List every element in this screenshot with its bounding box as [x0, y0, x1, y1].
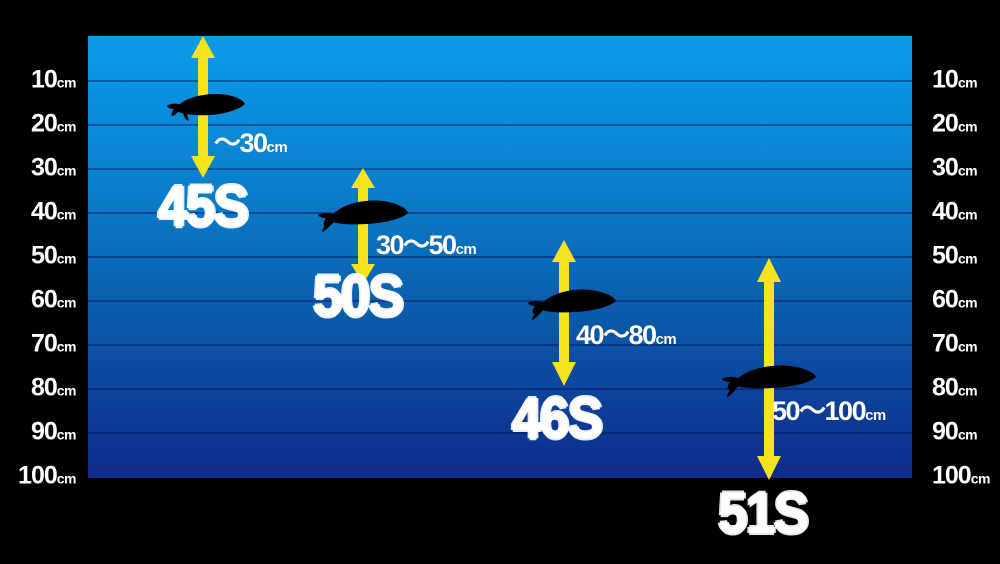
- scale-left-tick-60: 60cm: [30, 285, 77, 314]
- depth-range-label-45s: 〜30cm: [214, 128, 288, 158]
- scale-right-tick-30: 30cm: [932, 153, 978, 182]
- scale-right-tick-10: 10cm: [932, 65, 978, 94]
- scale-right-tick-70: 70cm: [932, 329, 978, 358]
- depth-scale-left: 10cm 20cm 30cm 40cm 50cm 60cm 70cm 80cm …: [0, 36, 88, 488]
- depth-range-label-51s: 50〜100cm: [772, 396, 886, 426]
- depth-range-label-46s: 40〜80cm: [576, 320, 677, 350]
- scale-right-tick-80: 80cm: [932, 373, 978, 402]
- scale-right-tick-90: 90cm: [932, 417, 978, 446]
- scale-right-tick-40: 40cm: [932, 197, 978, 226]
- model-name-51s: 51S: [718, 481, 809, 546]
- scale-left-tick-10: 10cm: [30, 65, 77, 94]
- gridline-70cm: [88, 344, 912, 346]
- depth-arrow-50s: [350, 168, 376, 284]
- lure-silhouette-50s: [317, 197, 409, 235]
- depth-arrow-46s: [551, 240, 577, 386]
- scale-left-tick-30: 30cm: [30, 153, 77, 182]
- scale-left-tick-50: 50cm: [30, 241, 77, 270]
- depth-range-label-50s: 30〜50cm: [376, 230, 477, 260]
- gridline-90cm: [88, 432, 912, 434]
- lure-silhouette-51s: [721, 362, 817, 400]
- lure-silhouette-45s: [166, 90, 246, 126]
- model-name-46s: 46S: [512, 386, 603, 451]
- scale-right-tick-100: 100cm: [932, 461, 990, 490]
- scale-left-tick-20: 20cm: [30, 109, 77, 138]
- model-name-45s: 45S: [158, 174, 249, 239]
- gridline-40cm: [88, 212, 912, 214]
- gridline-80cm: [88, 388, 912, 390]
- scale-left-tick-100: 100cm: [18, 461, 76, 490]
- scale-left-tick-90: 90cm: [30, 417, 77, 446]
- model-name-50s: 50S: [313, 264, 404, 329]
- scale-right-tick-50: 50cm: [932, 241, 978, 270]
- gridline-60cm: [88, 300, 912, 302]
- gridline-20cm: [88, 124, 912, 126]
- scale-left-tick-80: 80cm: [30, 373, 77, 402]
- depth-scale-right: 10cm 20cm 30cm 40cm 50cm 60cm 70cm 80cm …: [912, 36, 1000, 488]
- scale-right-tick-20: 20cm: [932, 109, 978, 138]
- gridline-30cm: [88, 168, 912, 170]
- scale-left-tick-40: 40cm: [30, 197, 77, 226]
- scale-right-tick-60: 60cm: [932, 285, 978, 314]
- lure-silhouette-46s: [527, 285, 617, 323]
- scale-left-tick-70: 70cm: [30, 329, 77, 358]
- gridline-10cm: [88, 80, 912, 82]
- gridline-50cm: [88, 256, 912, 258]
